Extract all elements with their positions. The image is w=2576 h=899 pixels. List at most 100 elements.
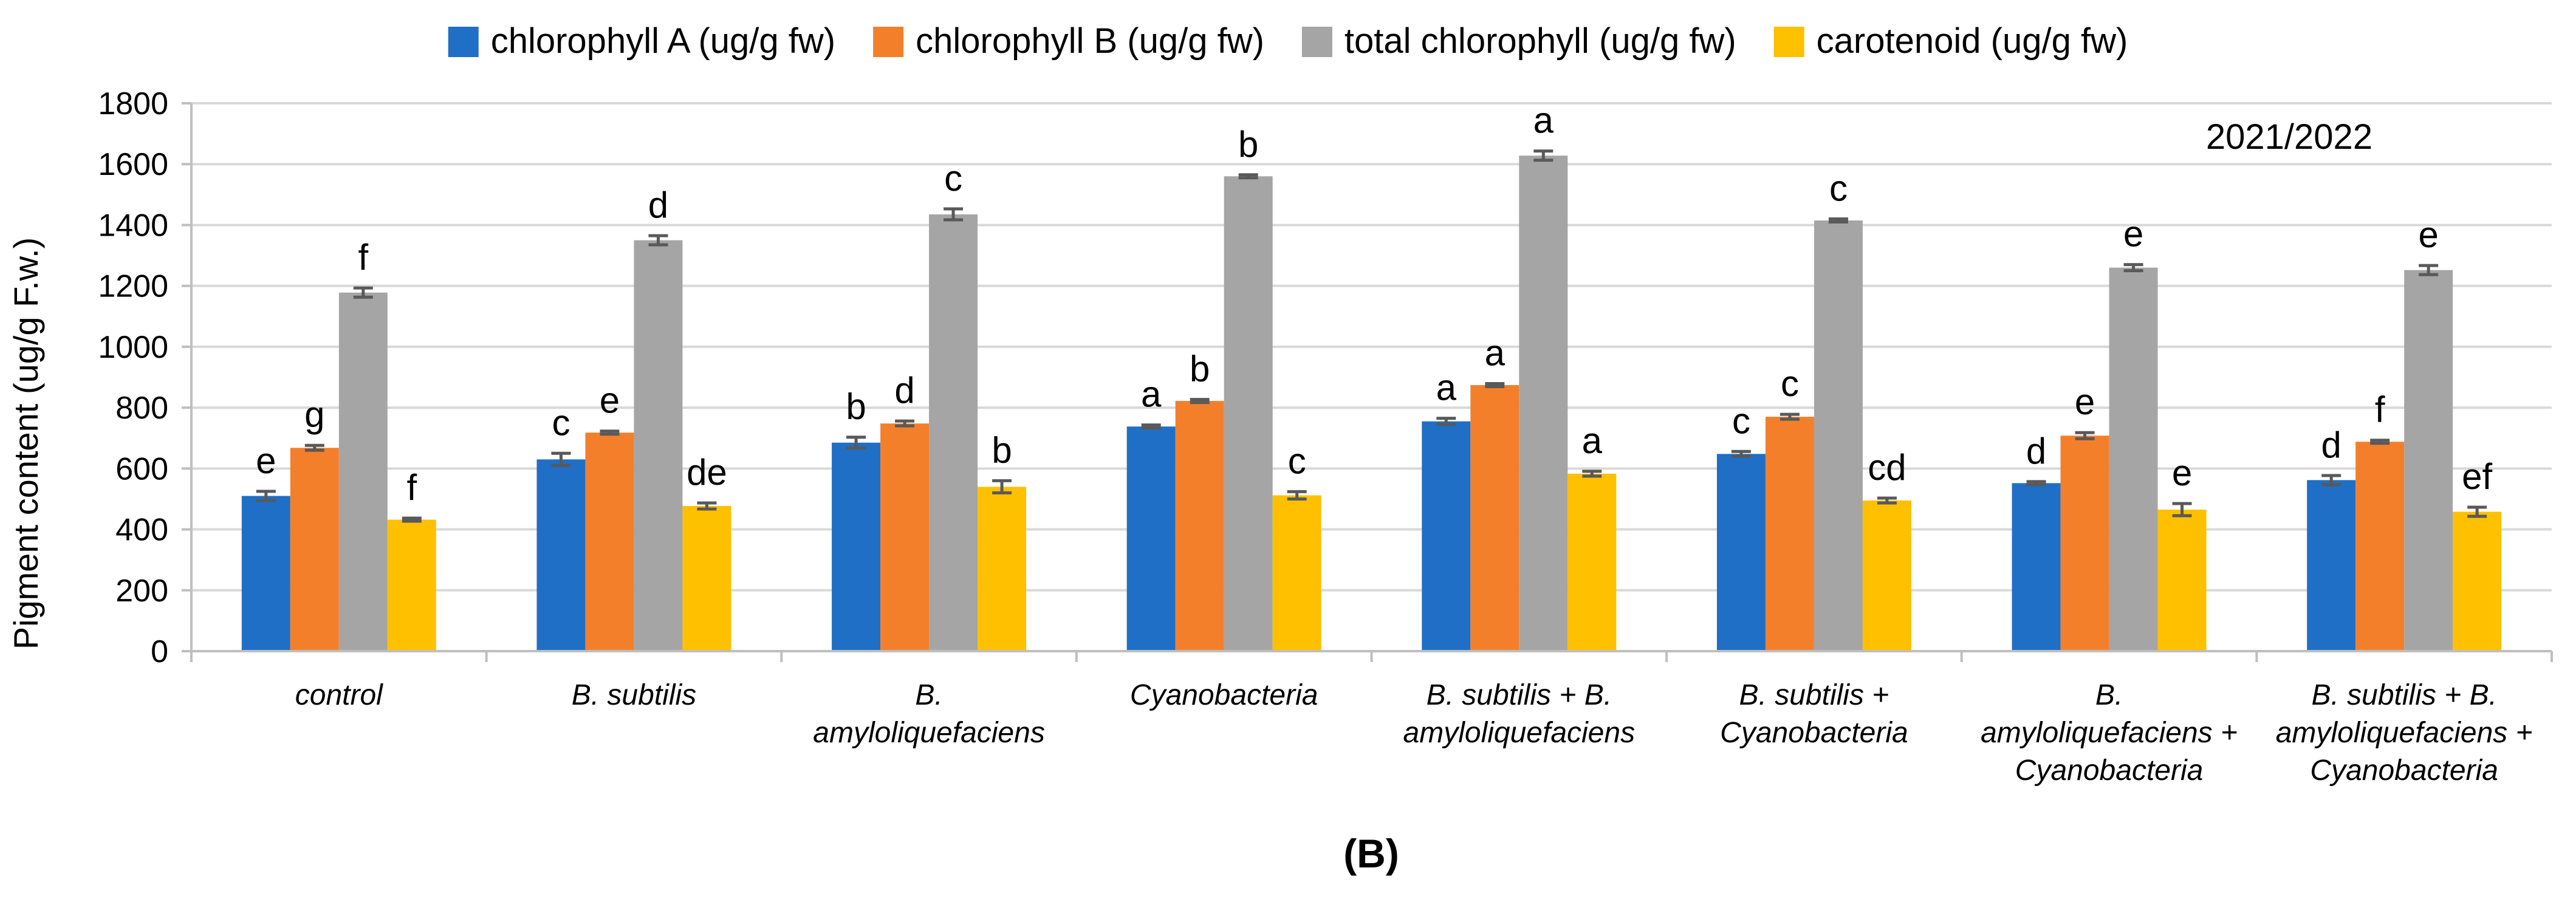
bar: [1272, 495, 1321, 651]
y-tick-label: 1000: [98, 330, 168, 365]
significance-letter: f: [406, 467, 417, 508]
significance-letter: b: [1190, 349, 1210, 389]
bar: [634, 240, 683, 651]
y-tick-label: 400: [115, 513, 168, 548]
significance-letter: a: [1485, 333, 1506, 374]
x-tick-label-line: amyloliquefaciens +: [2276, 717, 2533, 749]
y-tick-label: 600: [115, 451, 168, 487]
bar: [2109, 267, 2158, 652]
x-tick-label-line: Cyanobacteria: [2015, 754, 2204, 787]
bar: [536, 459, 586, 651]
bar: [2157, 509, 2207, 651]
legend-label: chlorophyll B (ug/g fw): [916, 21, 1264, 61]
significance-letter: g: [304, 394, 324, 435]
legend-label: chlorophyll A (ug/g fw): [491, 21, 835, 61]
bar: [2453, 511, 2502, 651]
significance-letter: d: [2026, 431, 2046, 471]
significance-letter: c: [1732, 400, 1750, 441]
x-tick-label: control: [295, 679, 383, 711]
legend: chlorophyll A (ug/g fw) chlorophyll B (ug…: [448, 21, 2128, 61]
x-tick-label-line: B.: [2095, 679, 2123, 711]
significance-letter: b: [992, 429, 1012, 470]
significance-letter: c: [1781, 363, 1799, 404]
significance-letter: a: [1533, 100, 1554, 141]
significance-letter: d: [2321, 425, 2341, 465]
bar: [2012, 483, 2061, 651]
x-tick-label-line: B. subtilis + B.: [2311, 679, 2496, 711]
significance-letter: cd: [1868, 447, 1906, 488]
x-tick-label-line: B.: [915, 679, 942, 711]
y-tick-label: 1400: [98, 208, 168, 243]
x-tick-label: Cyanobacteria: [1130, 679, 1318, 711]
x-tick-label: B. amyloliquefaciens + Cyanobacteria: [1981, 679, 2238, 787]
significance-letter: a: [1582, 420, 1603, 461]
y-tick-label: 1800: [98, 86, 168, 121]
significance-letter: e: [2172, 453, 2192, 493]
significance-letter: b: [846, 386, 866, 427]
bar: [1422, 421, 1471, 651]
x-tick-label-line: amyloliquefaciens: [1403, 717, 1636, 749]
bar: [290, 448, 339, 651]
bar: [880, 423, 930, 651]
bar: [2307, 480, 2356, 651]
bar: [1862, 500, 1911, 651]
significance-letter: d: [894, 370, 914, 411]
bar: [1126, 426, 1176, 651]
significance-letter: e: [256, 440, 276, 481]
significance-letter: b: [1238, 124, 1258, 165]
bar: [1814, 220, 1863, 652]
panel-label: (B): [1343, 831, 1399, 876]
bar: [2404, 270, 2453, 651]
legend-swatch: [448, 27, 479, 57]
y-tick-label: 1600: [98, 147, 168, 182]
legend-item: total chlorophyll (ug/g fw): [1301, 21, 1736, 61]
x-tick-label-line: Cyanobacteria: [1720, 717, 1908, 749]
x-tick-label-line: Cyanobacteria: [2310, 754, 2498, 787]
significance-letter: e: [2123, 214, 2143, 255]
bar: [682, 505, 731, 651]
x-tick-label-line: B. subtilis: [572, 679, 696, 711]
x-tick-label: B. subtilis: [572, 679, 696, 711]
bar: [929, 214, 978, 652]
bar: [338, 292, 388, 651]
bar: [1567, 473, 1617, 651]
significance-letter: e: [600, 380, 620, 421]
x-tick-label-line: amyloliquefaciens: [813, 717, 1045, 749]
significance-letter: c: [944, 158, 962, 199]
x-tick-label-line: Cyanobacteria: [1130, 679, 1318, 711]
legend-item: chlorophyll B (ug/g fw): [873, 21, 1264, 61]
x-tick-label: B. subtilis + B. amyloliquefaciens + Cyano…: [2276, 679, 2533, 787]
y-tick-label: 0: [151, 634, 168, 669]
bar: [1470, 385, 1519, 651]
y-tick-label: 800: [115, 391, 168, 426]
significance-letter: f: [358, 237, 368, 278]
bar: [1175, 401, 1224, 651]
bar: [387, 519, 436, 651]
axes: 0 200 400 600 800 1000 1200 1400 1600 1800 control…: [98, 86, 2553, 787]
season-label: 2021/2022: [2206, 117, 2372, 157]
significance-letter: c: [1829, 168, 1848, 208]
legend-item: carotenoid (ug/g fw): [1773, 21, 2128, 61]
significance-letter: c: [552, 402, 570, 443]
legend-swatch: [873, 27, 904, 57]
bar: [2355, 442, 2405, 651]
x-tick-label-line: amyloliquefaciens +: [1981, 717, 2238, 749]
x-tick-label-line: control: [295, 679, 383, 711]
significance-letter: ef: [2462, 456, 2492, 497]
bar: [1716, 454, 1766, 651]
significance-letter: e: [2075, 381, 2095, 422]
bar: [832, 442, 881, 651]
significance-letter: de: [687, 452, 727, 493]
y-tick-label: 1200: [98, 269, 168, 304]
legend-label: carotenoid (ug/g fw): [1817, 21, 2128, 61]
legend-item: chlorophyll A (ug/g fw): [448, 21, 835, 61]
significance-letter: d: [648, 185, 668, 225]
y-axis-label: Pigment content (ug/g F.w.): [7, 238, 45, 650]
legend-swatch: [1301, 27, 1332, 57]
bar: [241, 496, 290, 651]
x-tick-label-line: B. subtilis + B.: [1427, 679, 1612, 711]
x-tick-label-line: B. subtilis +: [1739, 679, 1889, 711]
bar: [2060, 436, 2109, 651]
legend-label: total chlorophyll (ug/g fw): [1345, 21, 1736, 61]
